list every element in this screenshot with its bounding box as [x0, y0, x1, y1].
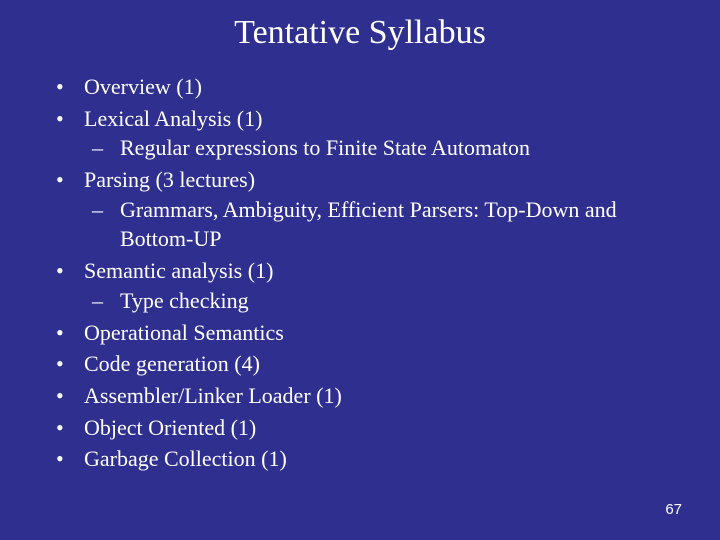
list-item: Parsing (3 lectures) Grammars, Ambiguity… [48, 165, 680, 254]
list-item: Assembler/Linker Loader (1) [48, 381, 680, 411]
item-text: Garbage Collection (1) [84, 446, 287, 471]
list-item: Garbage Collection (1) [48, 444, 680, 474]
item-text: Object Oriented (1) [84, 415, 256, 440]
sub-list: Grammars, Ambiguity, Efficient Parsers: … [84, 195, 680, 254]
list-item: Code generation (4) [48, 349, 680, 379]
sub-item: Type checking [84, 286, 680, 316]
list-item: Lexical Analysis (1) Regular expressions… [48, 104, 680, 163]
sub-item: Grammars, Ambiguity, Efficient Parsers: … [84, 195, 680, 254]
slide-title: Tentative Syllabus [0, 0, 720, 72]
bullet-list: Overview (1) Lexical Analysis (1) Regula… [48, 72, 680, 474]
item-text: Overview (1) [84, 74, 202, 99]
sub-list: Regular expressions to Finite State Auto… [84, 133, 680, 163]
item-text: Assembler/Linker Loader (1) [84, 383, 342, 408]
sub-item: Regular expressions to Finite State Auto… [84, 133, 680, 163]
item-text: Operational Semantics [84, 320, 284, 345]
page-number: 67 [665, 501, 682, 518]
item-text: Lexical Analysis (1) [84, 106, 262, 131]
list-item: Overview (1) [48, 72, 680, 102]
list-item: Semantic analysis (1) Type checking [48, 256, 680, 315]
item-text: Semantic analysis (1) [84, 258, 273, 283]
item-text: Code generation (4) [84, 351, 260, 376]
slide-content: Overview (1) Lexical Analysis (1) Regula… [0, 72, 720, 474]
list-item: Operational Semantics [48, 318, 680, 348]
sub-list: Type checking [84, 286, 680, 316]
list-item: Object Oriented (1) [48, 413, 680, 443]
item-text: Parsing (3 lectures) [84, 167, 255, 192]
